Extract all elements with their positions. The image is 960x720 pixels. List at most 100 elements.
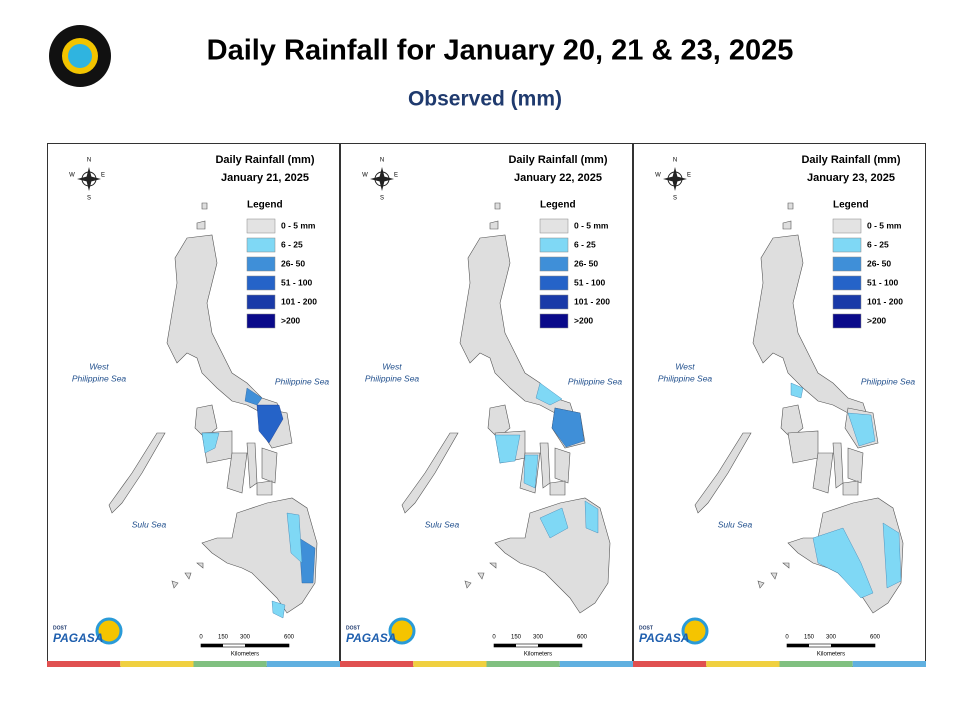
- panel-date: January 21, 2025: [221, 172, 309, 184]
- panel-date: January 22, 2025: [514, 172, 602, 184]
- compass-e: E: [394, 173, 398, 179]
- footer-stripe: [852, 661, 926, 667]
- legend-swatch: [539, 313, 569, 329]
- legend-swatch: [246, 294, 276, 310]
- legend-title: Legend: [540, 200, 576, 211]
- footer-stripe: [706, 661, 780, 667]
- scale-unit: Kilometers: [524, 652, 552, 658]
- legend-label: >200: [867, 315, 886, 325]
- legend-label: 6 - 25: [281, 239, 303, 249]
- legend-label: 26- 50: [574, 258, 598, 268]
- footer-stripe: [633, 661, 707, 667]
- scale-tick-label: 300: [240, 635, 251, 641]
- logo-name: PAGASA: [53, 631, 103, 645]
- legend-label: 51 - 100: [867, 277, 898, 287]
- compass-ring: [374, 171, 390, 187]
- legend-swatch: [832, 256, 862, 272]
- legend-label: >200: [281, 315, 300, 325]
- legend-swatch: [832, 237, 862, 253]
- panel-title: Daily Rainfall (mm): [215, 154, 314, 166]
- legend-label: 26- 50: [281, 258, 305, 268]
- footer-stripe: [559, 661, 633, 667]
- compass-ring: [81, 171, 97, 187]
- legend-label: 51 - 100: [574, 277, 605, 287]
- footer-stripe: [193, 661, 267, 667]
- compass-n: N: [673, 158, 677, 164]
- sea-label: Philippine Sea: [275, 376, 330, 386]
- legend-label: 0 - 5 mm: [281, 220, 316, 230]
- legend-swatch: [246, 237, 276, 253]
- legend-label: 26- 50: [867, 258, 891, 268]
- scale-tick-label: 300: [533, 635, 544, 641]
- footer-stripe: [413, 661, 487, 667]
- legend-swatch: [832, 313, 862, 329]
- scale-bar: [494, 644, 516, 647]
- scale-tick-label: 300: [826, 635, 837, 641]
- legend-swatch: [832, 275, 862, 291]
- footer-stripe: [47, 661, 121, 667]
- logo-name: PAGASA: [639, 631, 689, 645]
- legend-label: 0 - 5 mm: [574, 220, 609, 230]
- scale-bar: [831, 644, 875, 647]
- logo-umbrella: [388, 617, 416, 645]
- sea-label: West: [89, 361, 109, 371]
- scale-tick-label: 600: [284, 635, 295, 641]
- agency-logo: [49, 25, 111, 87]
- scale-bar: [201, 644, 223, 647]
- panel-title: Daily Rainfall (mm): [508, 154, 607, 166]
- legend-swatch: [832, 218, 862, 234]
- compass-rose: [77, 167, 101, 191]
- sea-label: West: [382, 361, 402, 371]
- scale-unit: Kilometers: [817, 652, 845, 658]
- compass-s: S: [673, 196, 677, 202]
- map-panel: Daily Rainfall (mm) January 22, 2025 Legen…: [340, 143, 633, 667]
- compass-s: S: [380, 196, 384, 202]
- legend-label: 0 - 5 mm: [867, 220, 902, 230]
- compass-rose: [370, 167, 394, 191]
- scale-bar: [245, 644, 289, 647]
- compass-e: E: [687, 173, 691, 179]
- compass-e: E: [101, 173, 105, 179]
- legend-label: 6 - 25: [574, 239, 596, 249]
- legend-swatch: [539, 275, 569, 291]
- sea-label: Philippine Sea: [72, 373, 127, 383]
- legend-label: 101 - 200: [867, 296, 903, 306]
- panel-title: Daily Rainfall (mm): [801, 154, 900, 166]
- legend-label: >200: [574, 315, 593, 325]
- sea-label: Philippine Sea: [861, 376, 916, 386]
- sea-label: Sulu Sea: [718, 519, 753, 529]
- scale-unit: Kilometers: [231, 652, 259, 658]
- scale-bar: [787, 644, 809, 647]
- sea-label: Philippine Sea: [365, 373, 420, 383]
- map-panels: Daily Rainfall (mm) January 21, 2025 Legen…: [47, 143, 926, 667]
- legend-swatch: [832, 294, 862, 310]
- scale-tick-label: 150: [218, 635, 229, 641]
- legend-swatch: [539, 218, 569, 234]
- scale-tick-label: 0: [199, 635, 203, 641]
- compass-ring: [667, 171, 683, 187]
- legend-swatch: [539, 294, 569, 310]
- footer-stripe: [486, 661, 560, 667]
- logo-umbrella: [95, 617, 123, 645]
- legend-swatch: [246, 313, 276, 329]
- legend-title: Legend: [833, 200, 869, 211]
- compass-rose: [663, 167, 687, 191]
- compass-n: N: [380, 158, 384, 164]
- legend-label: 101 - 200: [574, 296, 610, 306]
- footer-stripe: [120, 661, 194, 667]
- logo-top: DOST: [346, 625, 360, 631]
- legend-label: 101 - 200: [281, 296, 317, 306]
- compass-w: W: [655, 173, 661, 179]
- sea-label: Sulu Sea: [425, 519, 460, 529]
- sea-label: Philippine Sea: [658, 373, 713, 383]
- compass-w: W: [69, 173, 75, 179]
- compass-s: S: [87, 196, 91, 202]
- legend-swatch: [539, 237, 569, 253]
- scale-tick-label: 0: [785, 635, 789, 641]
- scale-tick-label: 600: [577, 635, 588, 641]
- legend-swatch: [246, 275, 276, 291]
- slide-title: Daily Rainfall for January 20, 21 & 23, …: [207, 35, 794, 67]
- panel-date: January 23, 2025: [807, 172, 895, 184]
- scale-tick-label: 600: [870, 635, 881, 641]
- sea-label: Sulu Sea: [132, 519, 167, 529]
